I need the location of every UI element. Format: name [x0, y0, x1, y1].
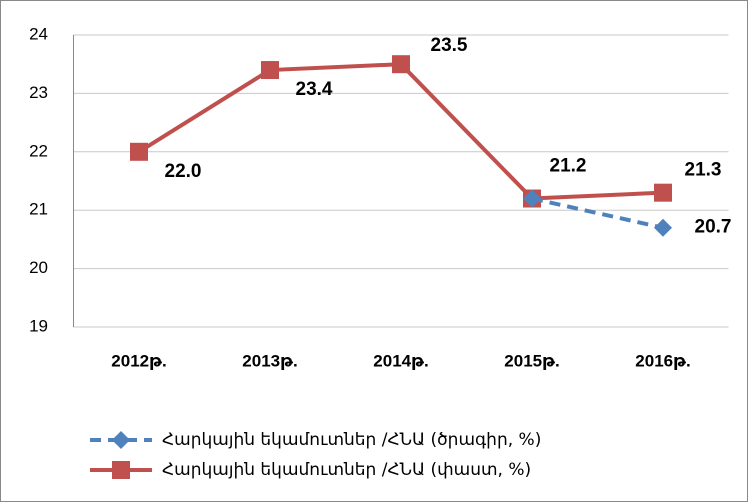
data-label: 22.0 [165, 161, 202, 182]
y-tick-label: 23 [29, 83, 48, 102]
series-line [531, 196, 664, 230]
data-label: 20.7 [695, 217, 732, 238]
series-marker [654, 218, 672, 237]
x-tick-label: 2016թ. [635, 351, 690, 370]
y-tick-label: 19 [29, 316, 48, 335]
series-marker [392, 55, 410, 74]
legend-label: Հարկային եկամուտներ /ՀՆԱ (ծրագիր, %) [162, 430, 541, 450]
legend-marker [112, 461, 130, 479]
y-tick-label: 20 [29, 258, 48, 277]
legend-marker [112, 431, 130, 449]
x-tick-label: 2013թ. [242, 351, 297, 370]
x-tick-label: 2014թ. [373, 351, 428, 370]
series-marker [654, 183, 672, 202]
x-tick-label: 2015թ. [504, 351, 559, 370]
y-tick-label: 22 [29, 141, 48, 160]
x-tick-label: 2012թ. [111, 351, 166, 370]
data-label: 23.5 [431, 35, 468, 56]
y-tick-label: 24 [29, 24, 48, 43]
series-marker [130, 142, 148, 161]
series-marker [261, 61, 279, 80]
data-label: 23.4 [296, 79, 333, 100]
data-label: 21.2 [550, 156, 587, 177]
series-marker [523, 189, 541, 208]
legend-label: Հարկային եկամուտներ /ՀՆԱ (փաստ, %) [162, 460, 531, 480]
y-tick-label: 21 [29, 200, 48, 219]
data-label: 21.3 [685, 160, 722, 181]
